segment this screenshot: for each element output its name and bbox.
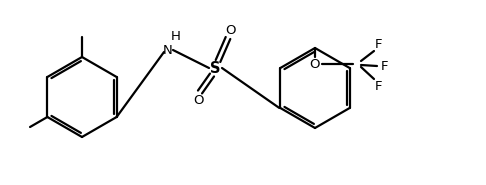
Text: S: S [210, 60, 220, 75]
Text: N: N [163, 43, 173, 56]
Text: H: H [171, 29, 181, 43]
Text: F: F [375, 80, 383, 92]
Text: F: F [381, 60, 389, 73]
Text: F: F [375, 38, 383, 51]
Text: O: O [225, 23, 235, 36]
Text: O: O [193, 93, 203, 107]
Text: O: O [310, 58, 320, 70]
